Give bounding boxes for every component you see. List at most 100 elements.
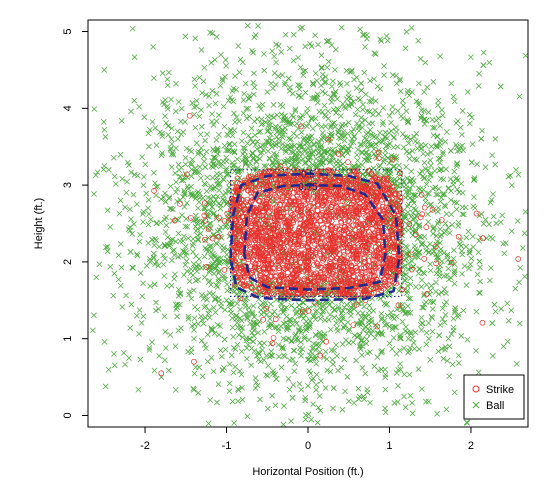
ball-point xyxy=(514,218,521,224)
ball-point xyxy=(492,161,499,168)
ball-point xyxy=(247,135,254,142)
ball-point xyxy=(389,346,395,352)
ball-point xyxy=(259,101,266,108)
ball-point xyxy=(458,248,465,254)
ball-point xyxy=(245,105,251,112)
ball-point xyxy=(345,90,352,97)
ball-point xyxy=(199,219,205,225)
strike-point xyxy=(257,277,264,284)
ball-point xyxy=(380,158,387,165)
ball-point xyxy=(164,106,171,112)
ball-point xyxy=(338,364,345,371)
ball-point xyxy=(241,295,248,302)
ball-point xyxy=(181,233,187,240)
ball-point xyxy=(293,309,300,315)
strike-point xyxy=(310,203,317,210)
ball-point xyxy=(213,240,220,246)
strike-point xyxy=(358,269,365,275)
ball-point xyxy=(397,335,404,342)
ball-point xyxy=(212,259,218,265)
ball-point xyxy=(460,211,467,218)
ball-point xyxy=(362,149,369,156)
ball-point xyxy=(102,133,109,140)
ball-point xyxy=(469,141,476,147)
ball-point xyxy=(437,239,443,246)
ball-point xyxy=(251,314,258,320)
ball-point xyxy=(338,24,345,31)
ball-point xyxy=(429,306,436,312)
ball-point xyxy=(183,145,190,152)
ball-point xyxy=(423,117,430,124)
ball-point xyxy=(182,223,189,230)
ball-point xyxy=(190,287,197,294)
ball-point xyxy=(461,263,468,269)
ball-point xyxy=(500,343,507,350)
ball-point xyxy=(419,386,425,392)
ball-point xyxy=(273,141,279,147)
strike-point xyxy=(285,236,292,242)
ball-point xyxy=(149,119,156,125)
ball-point xyxy=(184,268,190,275)
ball-point xyxy=(442,138,449,145)
ball-point xyxy=(177,290,184,296)
ball-point xyxy=(441,301,448,308)
ball-point xyxy=(466,120,473,127)
ball-point xyxy=(212,296,218,303)
ball-point xyxy=(219,77,226,84)
ball-point xyxy=(402,215,408,221)
ball-point xyxy=(386,340,393,347)
strike-point xyxy=(308,189,315,196)
ball-point xyxy=(221,197,227,204)
strike-point xyxy=(318,199,325,206)
ball-point xyxy=(434,102,441,109)
ball-point xyxy=(321,330,328,337)
ball-point xyxy=(311,94,318,101)
ball-point xyxy=(118,264,125,271)
ball-point xyxy=(92,172,99,179)
ball-point xyxy=(102,383,109,390)
strike-point xyxy=(343,180,350,187)
ball-point xyxy=(210,146,216,153)
ball-point xyxy=(209,88,216,94)
ball-point xyxy=(399,177,406,184)
strike-point xyxy=(290,194,297,201)
ball-point xyxy=(255,356,262,363)
strike-point xyxy=(515,256,522,262)
ball-point xyxy=(278,111,285,118)
ball-point xyxy=(188,270,194,276)
ball-point xyxy=(440,149,446,156)
ball-point xyxy=(155,306,162,312)
ball-point xyxy=(139,293,146,300)
ball-point xyxy=(211,265,218,271)
strike-point xyxy=(229,200,236,207)
ball-point xyxy=(424,84,430,91)
ball-point xyxy=(296,82,303,89)
ball-point xyxy=(273,81,279,88)
ball-point xyxy=(404,303,411,309)
ball-point xyxy=(458,333,465,339)
ball-point xyxy=(100,166,107,173)
ball-point xyxy=(361,396,368,403)
ball-point xyxy=(353,85,360,92)
ball-point xyxy=(315,41,321,48)
ball-point xyxy=(280,320,287,327)
ball-point xyxy=(313,77,320,84)
ball-point xyxy=(396,175,403,182)
ball-point xyxy=(403,324,409,330)
strike-point xyxy=(247,250,254,257)
ball-point xyxy=(268,320,274,327)
ball-point xyxy=(379,121,386,128)
strike-point xyxy=(335,151,342,157)
ball-point xyxy=(220,195,226,202)
ball-point xyxy=(111,173,118,180)
ball-point xyxy=(355,146,361,153)
ball-point xyxy=(381,63,387,69)
ball-point xyxy=(400,308,407,314)
ball-point xyxy=(215,295,222,302)
ball-point xyxy=(242,300,249,307)
ball-point xyxy=(459,270,465,277)
ball-point xyxy=(236,69,243,76)
ball-point xyxy=(151,281,158,288)
ball-point xyxy=(316,304,323,311)
ball-point xyxy=(178,105,185,112)
